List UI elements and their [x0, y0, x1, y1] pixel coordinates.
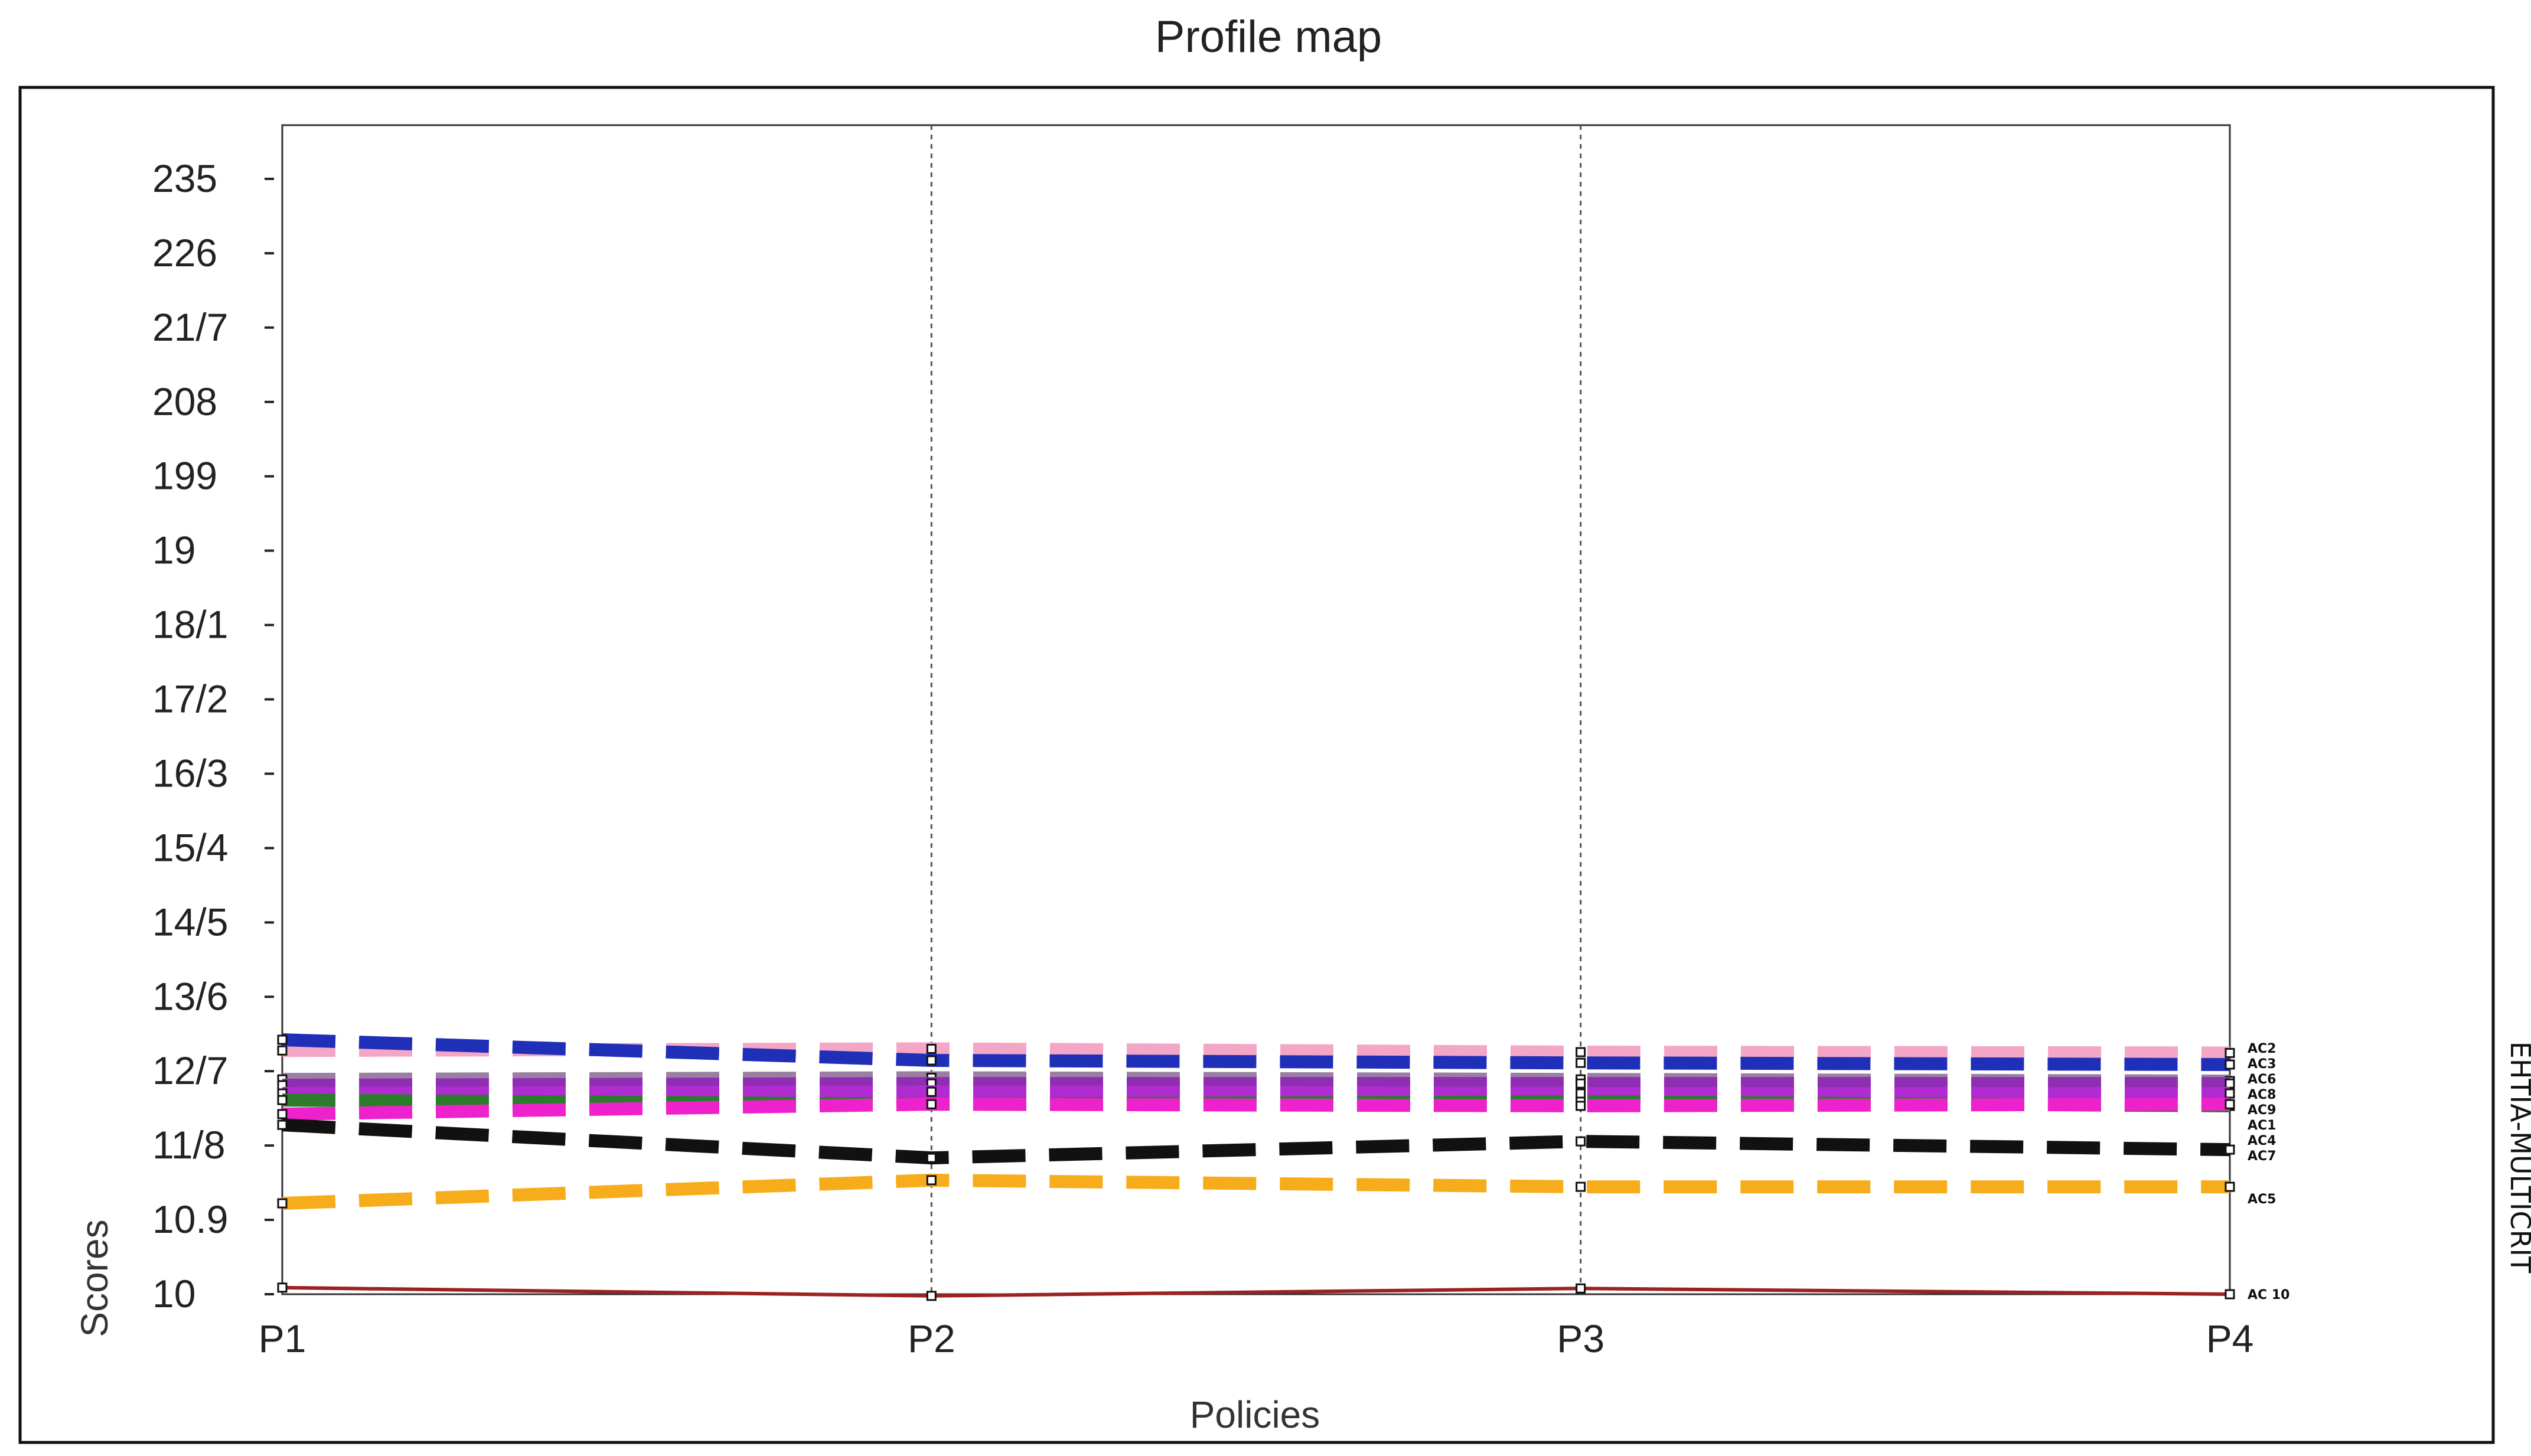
- data-point: [2225, 1088, 2235, 1099]
- data-point: [926, 1043, 937, 1054]
- data-point: [277, 1095, 288, 1105]
- y-tick-label: 17/2: [152, 677, 228, 721]
- series-label: AC 10: [2248, 1288, 2289, 1302]
- x-axis-ticks: P1 P2 P3 P4: [259, 1317, 2254, 1360]
- data-point: [2225, 1181, 2235, 1192]
- data-point: [277, 1282, 288, 1293]
- data-point: [1576, 1047, 1586, 1057]
- data-point: [277, 1119, 288, 1130]
- side-caption: EHTIA-MULTICRIT: [2504, 1042, 2531, 1274]
- y-tick-label: 19: [152, 528, 195, 572]
- series-line-ac5: [282, 1173, 2230, 1210]
- data-point: [926, 1055, 937, 1066]
- chart-title: Profile map: [1155, 12, 1382, 62]
- y-tick-label: 21/7: [152, 305, 228, 349]
- y-tick-label: 15/4: [152, 825, 228, 869]
- data-point: [926, 1153, 937, 1163]
- x-tick-label: P1: [259, 1317, 306, 1360]
- series-label: AC7: [2248, 1149, 2276, 1164]
- y-tick-label: 226: [152, 231, 217, 275]
- y-tick-label: 208: [152, 380, 217, 423]
- y-tick-label: 16/3: [152, 751, 228, 795]
- series-label: AC8: [2248, 1088, 2276, 1102]
- y-tick-label: 11/8: [152, 1123, 226, 1167]
- y-tick-label: 12/7: [152, 1049, 228, 1092]
- series-line-ac3: [282, 1033, 2230, 1071]
- data-point: [1576, 1078, 1586, 1089]
- y-tick-label: 18/1: [152, 603, 228, 647]
- data-point: [2225, 1099, 2235, 1109]
- series-line-ac4: [282, 1098, 2230, 1121]
- data-point: [277, 1109, 288, 1119]
- series-label: AC6: [2248, 1072, 2276, 1087]
- y-tick-label: 10.9: [152, 1197, 228, 1241]
- y-axis-label: Scores: [73, 1219, 116, 1337]
- data-point: [1576, 1283, 1586, 1294]
- series-line-ac2: [282, 1042, 2230, 1060]
- series-line-ac9: [282, 1085, 2230, 1100]
- plot-area: [281, 124, 2231, 1295]
- data-point: [926, 1086, 937, 1097]
- data-point: [277, 1045, 288, 1056]
- series-line-ac10: [282, 1285, 2230, 1298]
- y-tick-label: 10: [152, 1272, 195, 1315]
- data-point: [926, 1099, 937, 1109]
- chart-frame: [18, 86, 2495, 1444]
- vertical-gridlines: [930, 125, 1582, 1294]
- data-point: [1576, 1057, 1586, 1068]
- series-line-ac8: [282, 1077, 2230, 1092]
- series-label: AC2: [2248, 1042, 2276, 1056]
- series-label: AC9: [2248, 1103, 2276, 1118]
- data-point: [1576, 1181, 1586, 1192]
- data-point: [2225, 1078, 2235, 1089]
- series-label: AC5: [2248, 1192, 2276, 1207]
- y-axis-ticks: 10 10.9 11/8 12/7 13/6 14/5 15/4 16/3 17/2 18/1 19…: [152, 156, 274, 1315]
- y-tick-label: 13/6: [152, 974, 228, 1018]
- series-label: AC4: [2248, 1134, 2276, 1148]
- series-lines: [277, 1033, 2235, 1301]
- data-point: [926, 1175, 937, 1186]
- x-tick-label: P3: [1557, 1317, 1604, 1360]
- x-tick-label: P4: [2206, 1317, 2254, 1360]
- data-point: [277, 1034, 288, 1045]
- x-tick-label: P2: [908, 1317, 955, 1360]
- data-point: [1576, 1088, 1586, 1099]
- y-tick-label: 199: [152, 454, 217, 498]
- x-axis-label: Policies: [1190, 1393, 1320, 1436]
- series-line-ac7: [282, 1118, 2230, 1165]
- y-tick-label: 235: [152, 156, 217, 200]
- data-point: [1576, 1101, 1586, 1111]
- data-point: [2225, 1144, 2235, 1155]
- data-point: [2225, 1059, 2235, 1070]
- y-tick-label: 14/5: [152, 900, 228, 944]
- data-point: [926, 1291, 937, 1301]
- data-point: [2225, 1289, 2235, 1300]
- series-label: AC3: [2248, 1057, 2276, 1072]
- series-label: AC1: [2248, 1118, 2276, 1133]
- data-point: [1576, 1136, 1586, 1147]
- data-point: [277, 1198, 288, 1209]
- data-point: [2225, 1047, 2235, 1058]
